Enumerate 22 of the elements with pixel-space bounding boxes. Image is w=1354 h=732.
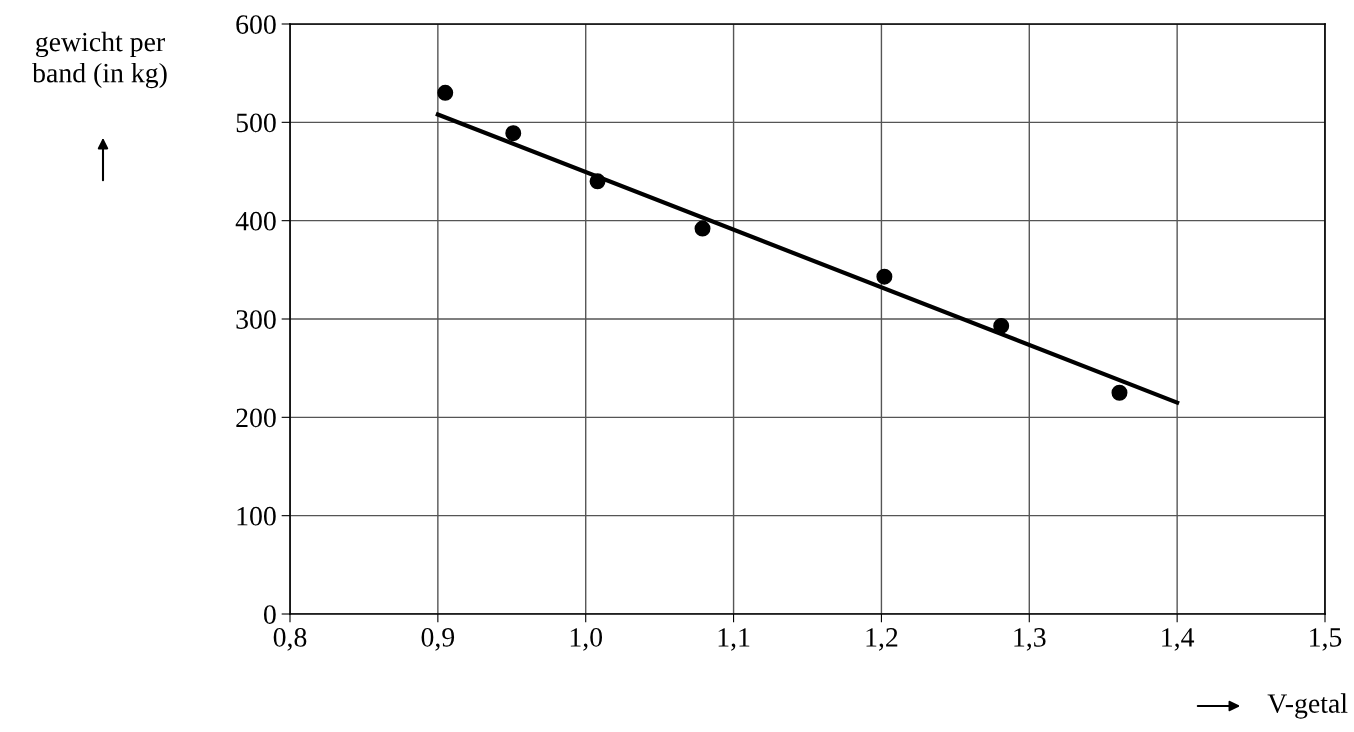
y-tick-label: 100 (237, 506, 276, 526)
x-tick-label: 0,8 (273, 628, 307, 651)
x-tick-label: 0,9 (421, 628, 455, 651)
y-tick-label: 300 (236, 310, 276, 329)
point (1111, 384, 1128, 401)
y-tick-label: 0 (263, 605, 276, 624)
y-axis-title: gewicht per band (in kg) (32, 31, 167, 89)
x-tick-label: 1,2 (866, 628, 898, 651)
x-tick-label: 1,5 (1310, 628, 1342, 651)
x-tick-label: 1,1 (718, 628, 750, 651)
x-tick-label: 1,0 (570, 628, 603, 651)
point (437, 84, 454, 101)
point (694, 220, 711, 237)
y-tick-label: 400 (235, 211, 276, 231)
y-tick-label: 500 (236, 113, 276, 133)
x-tick-label: 1,3 (1014, 628, 1046, 651)
x-axis-title: V-getal (1267, 693, 1348, 719)
y-tick-label: 600 (236, 15, 276, 34)
point (876, 268, 893, 285)
y-tick-label: 200 (236, 408, 276, 428)
point (505, 125, 522, 142)
x-tick-label: 1,4 (1162, 628, 1195, 651)
